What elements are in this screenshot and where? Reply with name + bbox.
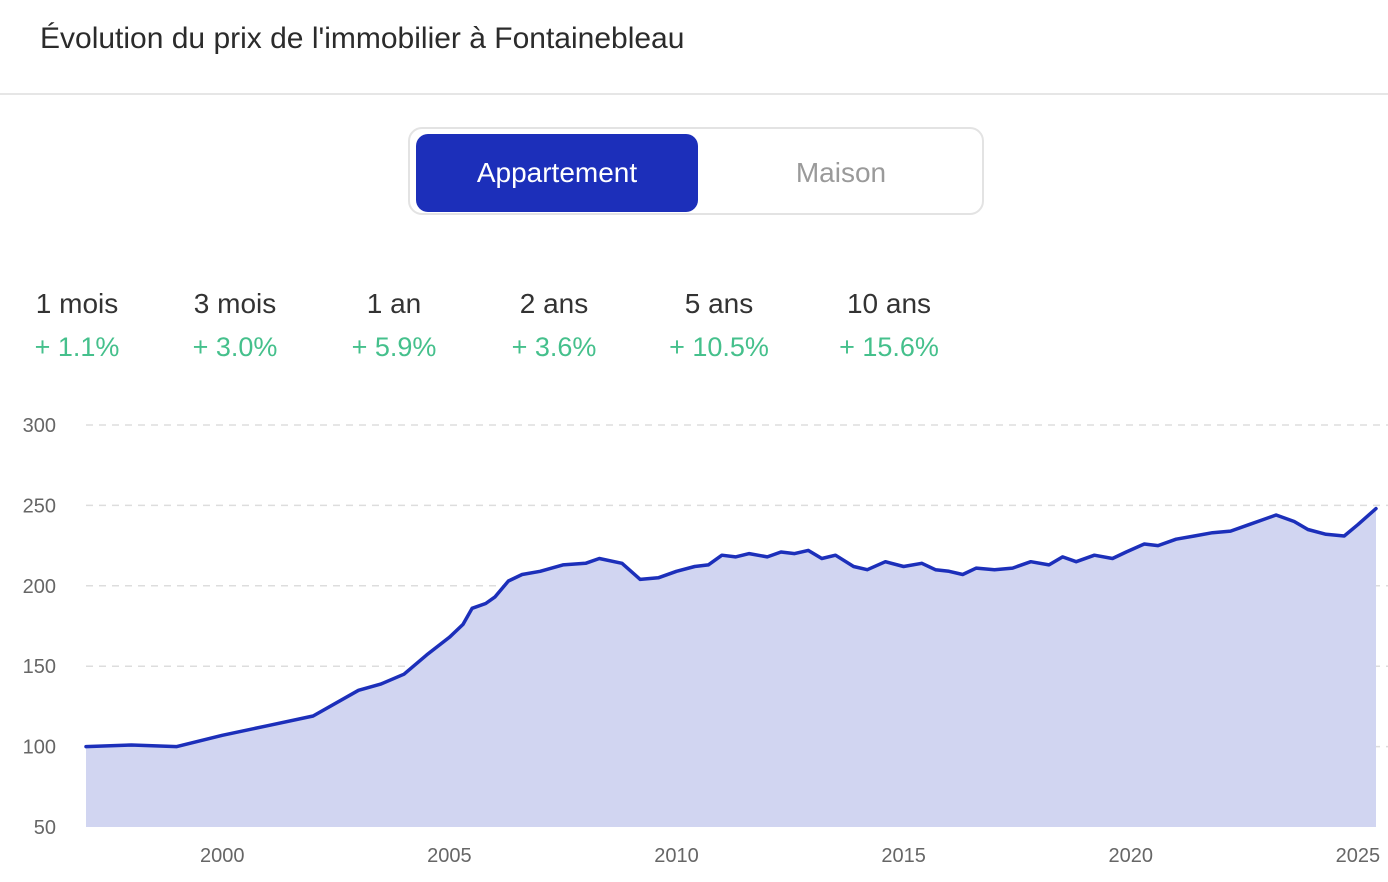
stat-2-ans: 2 ans + 3.6% [474,288,634,363]
stat-label: 5 ans [684,288,754,319]
stat-label: 3 mois [193,288,277,319]
x-tick-label: 2010 [654,845,699,867]
y-tick-label: 100 [23,737,56,759]
series-area [86,508,1376,827]
x-tick-label: 2020 [1108,845,1153,867]
stat-3-mois: 3 mois + 3.0% [155,288,315,363]
stat-1-mois: 1 mois + 1.1% [0,288,157,363]
stat-value: + 15.6% [839,332,939,362]
stat-value: + 3.0% [192,332,278,362]
x-tick-label: 2000 [200,845,245,867]
stat-value: + 1.1% [34,332,120,362]
y-tick-label: 200 [23,576,56,598]
stat-label: 2 ans [519,288,589,319]
y-tick-label: 250 [23,495,56,517]
stat-10-ans: 10 ans + 15.6% [809,288,969,363]
series-line [84,506,1378,749]
x-tick-label: 2005 [427,845,472,867]
x-tick-label: 2015 [881,845,926,867]
price-chart: 50 100 150 200 250 300 2000 2005 2010 2015 2020 202… [23,415,1388,867]
page-title: Évolution du prix de l'immobilier à Font… [40,22,685,55]
stat-1-an: 1 an + 5.9% [314,288,474,363]
stat-value: + 3.6% [511,332,597,362]
y-tick-label: 150 [23,656,56,678]
x-tick-label: 2025 [1336,845,1381,867]
property-type-toggle: Appartement Maison [408,127,984,215]
stat-value: + 10.5% [669,332,769,362]
stat-label: 10 ans [846,288,932,319]
toggle-appartement-button[interactable]: Appartement [416,134,698,212]
toggle-maison-button[interactable]: Maison [795,157,887,188]
variation-stats: 1 mois + 1.1% 3 mois + 3.0% 1 an + 5.9% … [0,288,1000,378]
header-divider [0,93,1388,95]
stat-5-ans: 5 ans + 10.5% [639,288,799,363]
y-tick-label: 50 [34,817,56,839]
stat-label: 1 mois [35,288,119,319]
stat-label: 1 an [366,288,422,319]
y-tick-label: 300 [23,415,56,437]
stat-value: + 5.9% [351,332,437,362]
